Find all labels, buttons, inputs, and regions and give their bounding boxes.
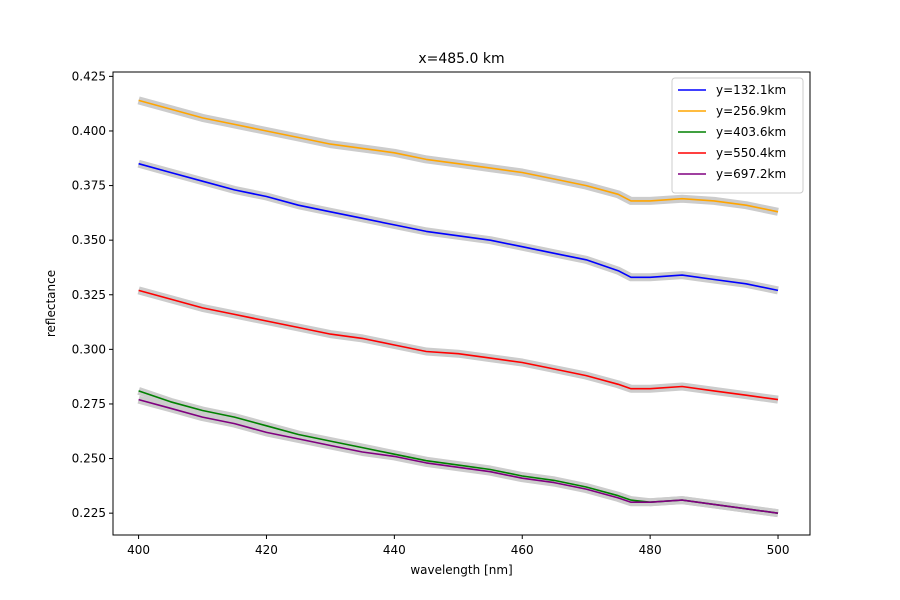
band-series-3 [137, 286, 779, 404]
legend-label-1: y=256.9km [716, 104, 786, 118]
legend-label-3: y=550.4km [716, 146, 786, 160]
y-axis: 0.225 0.250 0.275 0.300 0.325 0.350 0.375 0.400… [72, 69, 113, 520]
y-tick-label-0: 0.225 [72, 506, 106, 520]
line-series-2 [138, 390, 779, 514]
x-axis: 400 420 440 460 480 500 [127, 535, 789, 557]
legend-label-4: y=697.2km [716, 167, 786, 181]
plot-frame [112, 71, 811, 536]
y-tick-label-1: 0.250 [72, 452, 106, 466]
legend-label-0: y=132.1km [716, 83, 786, 97]
y-tick-label-6: 0.375 [72, 179, 106, 193]
legend: y=132.1km y=256.9km y=403.6km y=550.4km y=69… [671, 77, 804, 194]
line-series-0 [138, 162, 779, 292]
legend-label-2: y=403.6km [716, 125, 786, 139]
legend-box [671, 77, 804, 194]
chart-title: x=485.0 km [418, 51, 504, 67]
line-series-3 [138, 289, 779, 401]
band-series-2 [137, 387, 779, 518]
x-axis-label: wavelength [nm] [410, 563, 512, 577]
x-tick-label-1: 420 [255, 543, 278, 557]
x-tick-label-5: 500 [767, 543, 790, 557]
x-tick-label-4: 480 [639, 543, 662, 557]
line-series-1 [138, 99, 779, 213]
y-axis-label: reflectance [44, 270, 58, 337]
y-tick-label-2: 0.275 [72, 397, 106, 411]
x-tick-label-0: 400 [127, 543, 150, 557]
y-tick-label-5: 0.350 [72, 233, 106, 247]
x-tick-label-3: 460 [511, 543, 534, 557]
y-tick-label-3: 0.300 [72, 342, 106, 356]
y-tick-label-8: 0.425 [72, 69, 106, 83]
line-series-4 [138, 398, 779, 514]
series-lines [138, 99, 779, 514]
x-tick-label-2: 440 [383, 543, 406, 557]
y-tick-label-7: 0.400 [72, 124, 106, 138]
y-tick-label-4: 0.325 [72, 288, 106, 302]
